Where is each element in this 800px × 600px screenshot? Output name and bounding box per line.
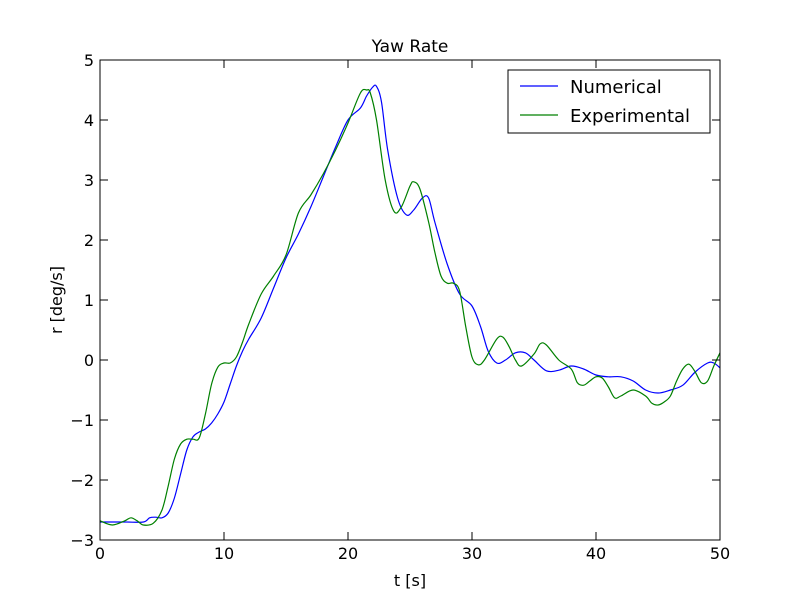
y-tick-label: 0: [84, 351, 94, 370]
y-tick-label: −3: [70, 531, 94, 550]
x-tick-label: 20: [338, 544, 358, 563]
y-axis-label: r [deg/s]: [47, 266, 66, 334]
tick-layer: 0 10 20 30 40 50 −3 −2 −1 0 1 2 3 4 5: [70, 51, 730, 563]
series-layer: [99, 84, 721, 526]
legend-label-numerical: Numerical: [570, 77, 662, 98]
x-tick-label: 10: [214, 544, 234, 563]
legend-label-experimental: Experimental: [570, 106, 690, 127]
y-tick-label: 4: [84, 111, 94, 130]
x-tick-label: 30: [462, 544, 482, 563]
plot-frame: [99, 59, 721, 541]
x-axis-label: t [s]: [394, 571, 426, 590]
y-tick-label: −2: [70, 471, 94, 490]
legend: Numerical Experimental: [507, 69, 711, 134]
x-tick-label: 40: [586, 544, 606, 563]
x-tick-label: 50: [710, 544, 730, 563]
y-tick-label: −1: [70, 411, 94, 430]
y-tick-label: 1: [84, 291, 94, 310]
legend-box: [507, 69, 711, 134]
plot-area: [100, 60, 720, 540]
y-tick-label: 3: [84, 171, 94, 190]
series-line-experimental: [99, 88, 721, 526]
series-line-numerical: [100, 84, 721, 523]
x-tick-label: 0: [95, 544, 105, 563]
y-tick-label: 5: [84, 51, 94, 70]
y-tick-label: 2: [84, 231, 94, 250]
chart-title: Yaw Rate: [371, 37, 449, 57]
